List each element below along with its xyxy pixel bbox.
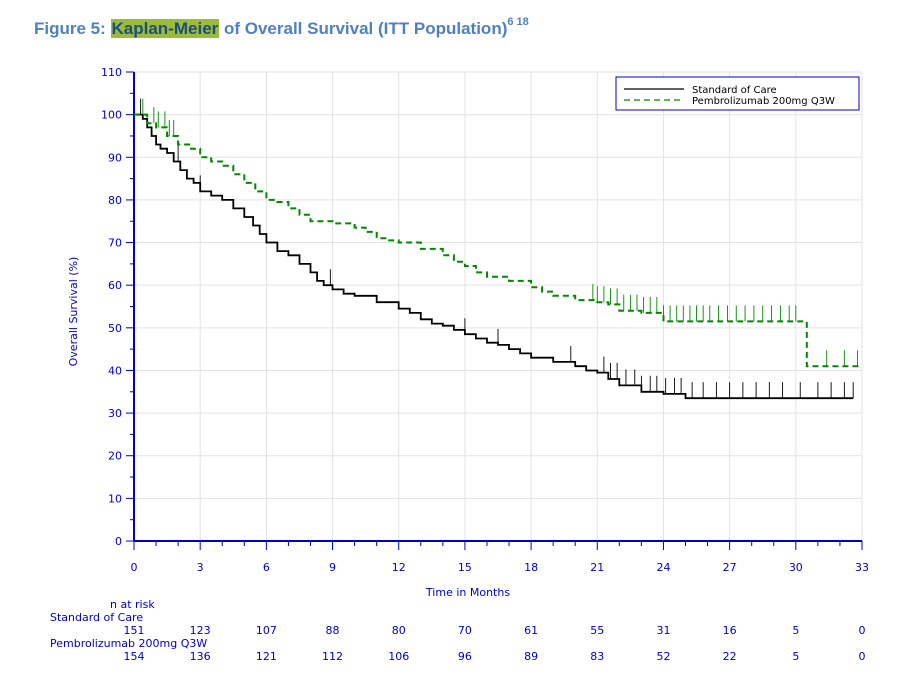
km-curve-pembrolizumab <box>134 113 862 368</box>
km-curve-standard-of-care <box>134 113 854 400</box>
at-risk-count: 5 <box>792 624 799 637</box>
y-tick-label: 90 <box>108 151 122 164</box>
legend-entry: Pembrolizumab 200mg Q3W <box>692 96 835 107</box>
at-risk-count: 154 <box>124 650 145 663</box>
at-risk-count: 106 <box>388 650 409 663</box>
x-axis-label: Time in Months <box>425 586 510 599</box>
at-risk-count: 151 <box>124 624 145 637</box>
y-axis-label: Overall Survival (%) <box>67 257 80 367</box>
x-tick-label: 27 <box>723 561 737 574</box>
x-tick-label: 3 <box>197 561 204 574</box>
at-risk-count: 136 <box>190 650 211 663</box>
at-risk-count: 123 <box>190 624 211 637</box>
x-tick-label: 6 <box>263 561 270 574</box>
y-tick-label: 30 <box>108 407 122 420</box>
x-tick-label: 18 <box>524 561 538 574</box>
y-tick-label: 10 <box>108 492 122 505</box>
y-tick-label: 50 <box>108 322 122 335</box>
at-risk-count: 22 <box>723 650 737 663</box>
y-tick-label: 80 <box>108 194 122 207</box>
at-risk-title: n at risk <box>110 598 155 611</box>
y-tick-label: 100 <box>101 109 122 122</box>
figure-title: Figure 5: Kaplan-Meier of Overall Surviv… <box>34 16 529 39</box>
figure-title-prefix: Figure 5: <box>34 19 111 38</box>
at-risk-count: 80 <box>392 624 406 637</box>
x-tick-label: 33 <box>855 561 869 574</box>
at-risk-count: 107 <box>256 624 277 637</box>
at-risk-count: 88 <box>326 624 340 637</box>
at-risk-count: 31 <box>656 624 670 637</box>
at-risk-count: 52 <box>656 650 670 663</box>
at-risk-count: 89 <box>524 650 538 663</box>
at-risk-count: 70 <box>458 624 472 637</box>
legend-box <box>615 76 860 111</box>
at-risk-row-label: Pembrolizumab 200mg Q3W <box>50 637 207 650</box>
x-tick-label: 21 <box>590 561 604 574</box>
y-tick-label: 0 <box>115 535 122 548</box>
x-tick-label: 15 <box>458 561 472 574</box>
y-tick-label: 40 <box>108 364 122 377</box>
figure-title-superscript: 6 18 <box>507 16 529 28</box>
chart-gridlines <box>134 71 863 541</box>
at-risk-count: 55 <box>590 624 604 637</box>
at-risk-count: 96 <box>458 650 472 663</box>
chart-axes: 0 10 20 30 40 50 60 70 80 90 100 110 0 3 6 9 12 15 18 21 24 2… <box>67 66 869 599</box>
y-tick-label: 70 <box>108 237 122 250</box>
x-tick-label: 12 <box>392 561 406 574</box>
y-tick-label: 110 <box>101 66 122 79</box>
at-risk-count: 61 <box>524 624 538 637</box>
at-risk-count: 83 <box>590 650 604 663</box>
x-tick-label: 9 <box>329 561 336 574</box>
x-tick-label: 0 <box>131 561 138 574</box>
at-risk-count: 5 <box>792 650 799 663</box>
figure-title-rest: of Overall Survival (ITT Population) <box>219 19 508 38</box>
y-tick-label: 20 <box>108 450 122 463</box>
at-risk-count: 112 <box>322 650 343 663</box>
y-tick-label: 60 <box>108 279 122 292</box>
at-risk-count: 0 <box>859 650 866 663</box>
at-risk-count: 16 <box>723 624 737 637</box>
legend-entry: Standard of Care <box>692 85 777 96</box>
x-tick-label: 30 <box>789 561 803 574</box>
at-risk-count: 0 <box>859 624 866 637</box>
x-tick-label: 24 <box>656 561 670 574</box>
figure-title-highlight: Kaplan-Meier <box>110 19 220 38</box>
at-risk-count: 121 <box>256 650 277 663</box>
chart-curves <box>134 98 862 400</box>
at-risk-row-label: Standard of Care <box>50 611 143 624</box>
